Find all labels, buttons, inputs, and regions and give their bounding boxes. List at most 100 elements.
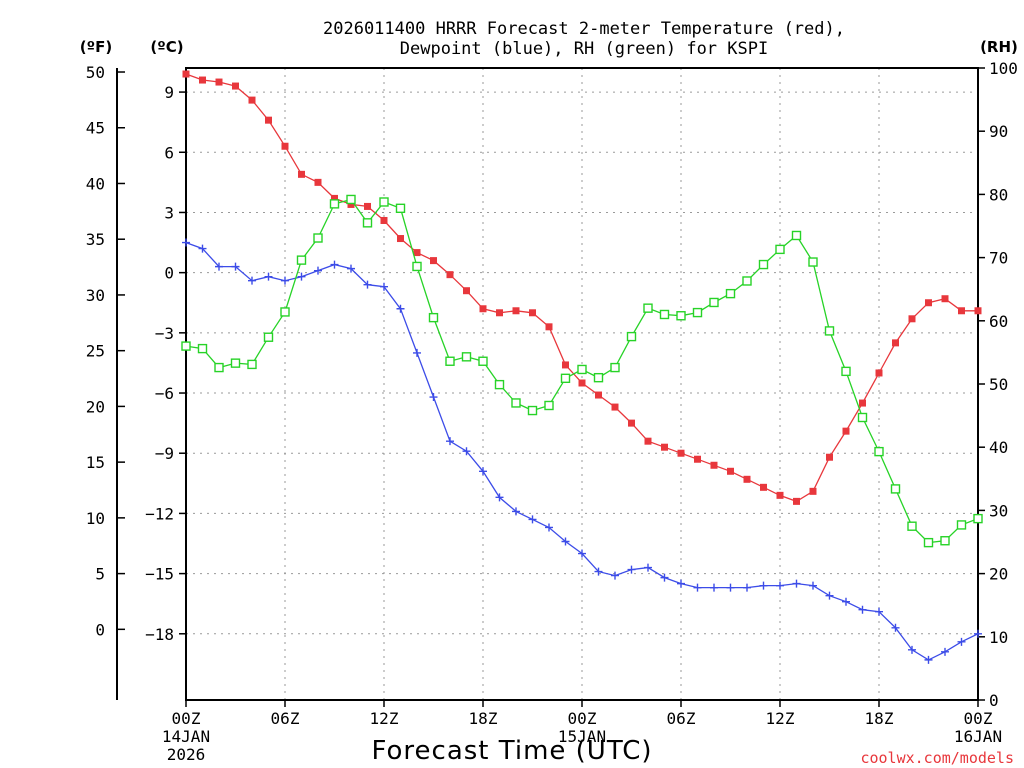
rh-point	[395, 203, 406, 214]
dewpoint-point	[792, 579, 801, 588]
temperature-point	[941, 295, 949, 303]
rh-point	[197, 343, 208, 354]
rh-point	[346, 194, 356, 205]
x-axis-title: Forecast Time (UTC)	[371, 736, 652, 766]
x-tick-label: 00Z	[172, 709, 201, 728]
temperature-point	[743, 475, 751, 483]
x-tick-label: 00Z	[964, 709, 993, 728]
fahrenheit-tick-label: 40	[86, 174, 105, 193]
rh-point	[791, 230, 802, 241]
celsius-tick-label: −12	[145, 504, 174, 523]
rh-point	[973, 513, 983, 524]
temperature-point	[281, 142, 289, 150]
dewpoint-point	[759, 581, 768, 590]
rh-tick-label: 100	[989, 59, 1018, 78]
temperature-point	[793, 497, 800, 505]
temperature-point	[661, 443, 668, 451]
series-dewpoint	[182, 238, 982, 664]
rh-point	[329, 199, 340, 209]
fahrenheit-tick-label: 30	[86, 286, 105, 305]
dewpoint-point	[660, 573, 669, 582]
rh-point	[841, 366, 851, 377]
celsius-tick-label: −6	[155, 384, 174, 403]
rh-tick-label: 60	[989, 312, 1008, 331]
fahrenheit-tick-label: 0	[95, 620, 105, 639]
fahrenheit-tick-label: 50	[86, 63, 105, 82]
rh-point	[874, 446, 884, 457]
temperature-point	[397, 235, 404, 243]
axes: 9630−3−6−9−12−15−18504540353025201510501…	[86, 59, 1018, 764]
x-tick-label: 12Z	[370, 709, 399, 728]
temperature-point	[413, 249, 421, 257]
x-tick-label: 18Z	[865, 709, 894, 728]
temperature-point	[265, 116, 272, 124]
temperature-point	[908, 315, 916, 323]
celsius-tick-label: −3	[155, 324, 174, 343]
temperature-point	[215, 78, 223, 86]
fahrenheit-tick-label: 5	[95, 565, 105, 584]
temperature-point	[331, 194, 338, 202]
dewpoint-point	[611, 571, 619, 580]
temperature-point	[314, 178, 322, 186]
x-date-label: 14JAN	[162, 727, 210, 746]
fahrenheit-tick-label: 20	[86, 397, 105, 416]
rh-point	[527, 405, 538, 416]
temperature-point	[727, 467, 734, 475]
rh-point	[659, 309, 670, 320]
fahrenheit-tick-label: 45	[86, 119, 105, 138]
series-rh	[181, 194, 983, 548]
gridlines	[186, 68, 978, 700]
fahrenheit-tick-label: 35	[86, 230, 105, 249]
temperature-point	[182, 70, 190, 78]
rh-point	[379, 197, 389, 207]
rh-point	[775, 244, 785, 255]
temperature-point	[529, 309, 536, 317]
temperature-point	[760, 483, 767, 491]
dewpoint-point	[891, 623, 900, 632]
temperature-point	[875, 369, 883, 377]
temperature-point	[776, 491, 784, 499]
celsius-tick-label: −15	[145, 565, 174, 584]
dewpoint-point	[528, 515, 537, 524]
dewpoint-point	[842, 597, 850, 606]
temperature-point	[842, 427, 850, 435]
rh-point	[544, 400, 554, 411]
temperature-point	[974, 307, 982, 315]
temperature-point	[694, 455, 701, 463]
rh-point	[643, 303, 653, 313]
dewpoint-point	[924, 655, 933, 664]
rh-point	[824, 326, 835, 336]
rh-tick-label: 70	[989, 249, 1008, 268]
fahrenheit-unit-label: (ºF)	[80, 38, 112, 56]
dewpoint-point	[858, 605, 867, 614]
x-date-label: 15JAN	[558, 727, 606, 746]
rh-point	[626, 331, 637, 342]
temperature-point	[562, 361, 569, 369]
dewpoint-point	[396, 304, 405, 313]
dewpoint-point	[198, 244, 207, 253]
dewpoint-point	[495, 493, 504, 502]
rh-tick-label: 0	[989, 691, 999, 710]
rh-point	[577, 364, 587, 375]
x-tick-label: 12Z	[766, 709, 795, 728]
temperature-point	[232, 82, 239, 90]
temperature-point	[925, 299, 932, 307]
dewpoint-point	[908, 645, 916, 654]
dewpoint-point	[710, 583, 718, 592]
rh-point	[709, 297, 719, 308]
dewpoint-point	[297, 272, 306, 281]
celsius-tick-label: 9	[164, 83, 174, 102]
chart-title-line2: Dewpoint (blue), RH (green) for KSPI	[400, 39, 768, 59]
dewpoint-point	[578, 549, 586, 558]
fahrenheit-tick-label: 25	[86, 342, 105, 361]
rh-tick-label: 80	[989, 185, 1008, 204]
temperature-point	[380, 216, 388, 224]
rh-point	[742, 276, 752, 286]
data-series	[181, 70, 983, 664]
celsius-tick-label: 6	[164, 143, 174, 162]
rh-point	[296, 255, 307, 265]
celsius-tick-label: 0	[164, 264, 174, 283]
dewpoint-point	[363, 280, 372, 289]
chart-title-line1: 2026011400 HRRR Forecast 2-meter Tempera…	[323, 19, 845, 39]
